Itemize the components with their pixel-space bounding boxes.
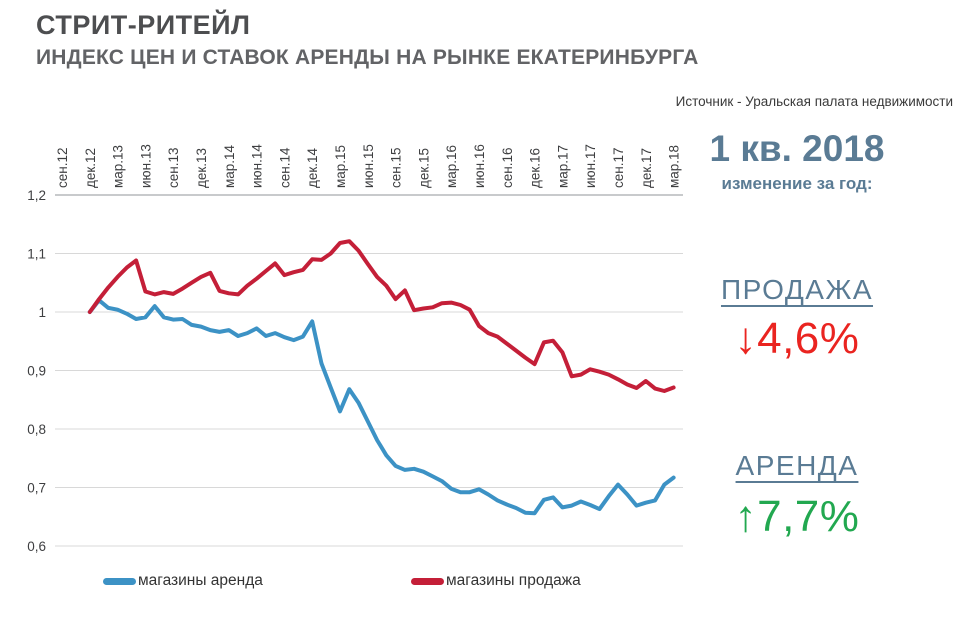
svg-text:дек.14: дек.14 — [305, 147, 320, 188]
series-line-0 — [87, 298, 676, 516]
svg-text:1,2: 1,2 — [27, 188, 46, 203]
decrease-arrow-icon: ↓ — [734, 314, 758, 363]
svg-text:0,7: 0,7 — [27, 481, 46, 496]
svg-text:мар.13: мар.13 — [111, 145, 126, 188]
legend-label: магазины продажа — [446, 572, 581, 589]
svg-text:дек.16: дек.16 — [528, 148, 543, 188]
svg-text:дек.15: дек.15 — [416, 148, 431, 188]
svg-text:дек.13: дек.13 — [194, 148, 209, 188]
change-caption: изменение за год: — [721, 174, 873, 193]
period-label: 1 кв. 2018 — [709, 128, 885, 169]
legend-item-1: магазины продажа — [411, 571, 581, 591]
rent-percent: 7,7% — [757, 492, 860, 541]
svg-text:сен.14: сен.14 — [277, 147, 292, 188]
sale-label: ПРОДАЖА — [720, 274, 874, 305]
svg-text:мар.15: мар.15 — [333, 145, 348, 188]
svg-text:1,1: 1,1 — [27, 247, 46, 262]
legend-label: магазины аренда — [138, 572, 263, 589]
svg-text:июн.13: июн.13 — [138, 144, 153, 188]
page-title: СТРИТ-РИТЕЙЛ — [36, 10, 251, 40]
svg-text:мар.16: мар.16 — [444, 145, 459, 188]
svg-text:июн.14: июн.14 — [250, 144, 265, 188]
svg-text:июн.16: июн.16 — [472, 144, 487, 188]
rent-change-value: ↑7,7% — [688, 492, 906, 542]
series-line-1 — [87, 239, 676, 393]
page-subtitle: ИНДЕКС ЦЕН И СТАВОК АРЕНДЫ НА РЫНКЕ ЕКАТ… — [36, 46, 699, 69]
index-line-chart: 1,2 1,1 1 0,9 0,8 0,7 0,6 сен.12 дек.12 мар.13 июн… — [27, 144, 683, 554]
svg-text:0,8: 0,8 — [27, 422, 46, 437]
summary-panel: 1 кв. 2018 изменение за год: ПРОДАЖА ↓4,… — [688, 0, 906, 622]
svg-text:июн.15: июн.15 — [361, 144, 376, 188]
svg-text:сен.15: сен.15 — [389, 148, 404, 188]
sale-percent: 4,6% — [757, 314, 860, 363]
y-axis-labels: 1,2 1,1 1 0,9 0,8 0,7 0,6 — [27, 188, 46, 554]
svg-text:дек.12: дек.12 — [83, 148, 98, 188]
increase-arrow-icon: ↑ — [734, 492, 758, 541]
source-note: Источник - Уральская палата недвижимости — [675, 94, 953, 109]
svg-text:дек.17: дек.17 — [639, 148, 654, 188]
legend-item-0: магазины аренда — [103, 571, 263, 591]
svg-text:мар.14: мар.14 — [222, 144, 237, 188]
svg-text:мар.17: мар.17 — [555, 145, 570, 188]
svg-text:сен.17: сен.17 — [611, 148, 626, 188]
rent-label: АРЕНДА — [735, 450, 859, 481]
sale-change-value: ↓4,6% — [688, 314, 906, 364]
legend-swatch-icon — [103, 577, 136, 585]
svg-text:июн.17: июн.17 — [583, 144, 598, 188]
svg-text:0,6: 0,6 — [27, 539, 46, 554]
svg-text:сен.12: сен.12 — [55, 148, 70, 188]
svg-text:сен.16: сен.16 — [500, 148, 515, 188]
svg-text:0,9: 0,9 — [27, 364, 46, 379]
legend-swatch-icon — [411, 577, 444, 585]
svg-text:1: 1 — [38, 305, 46, 320]
svg-text:мар.18: мар.18 — [667, 145, 682, 188]
x-axis-labels: сен.12 дек.12 мар.13 июн.13 сен.13 дек.13 мар.… — [55, 144, 682, 188]
svg-text:сен.13: сен.13 — [166, 148, 181, 188]
